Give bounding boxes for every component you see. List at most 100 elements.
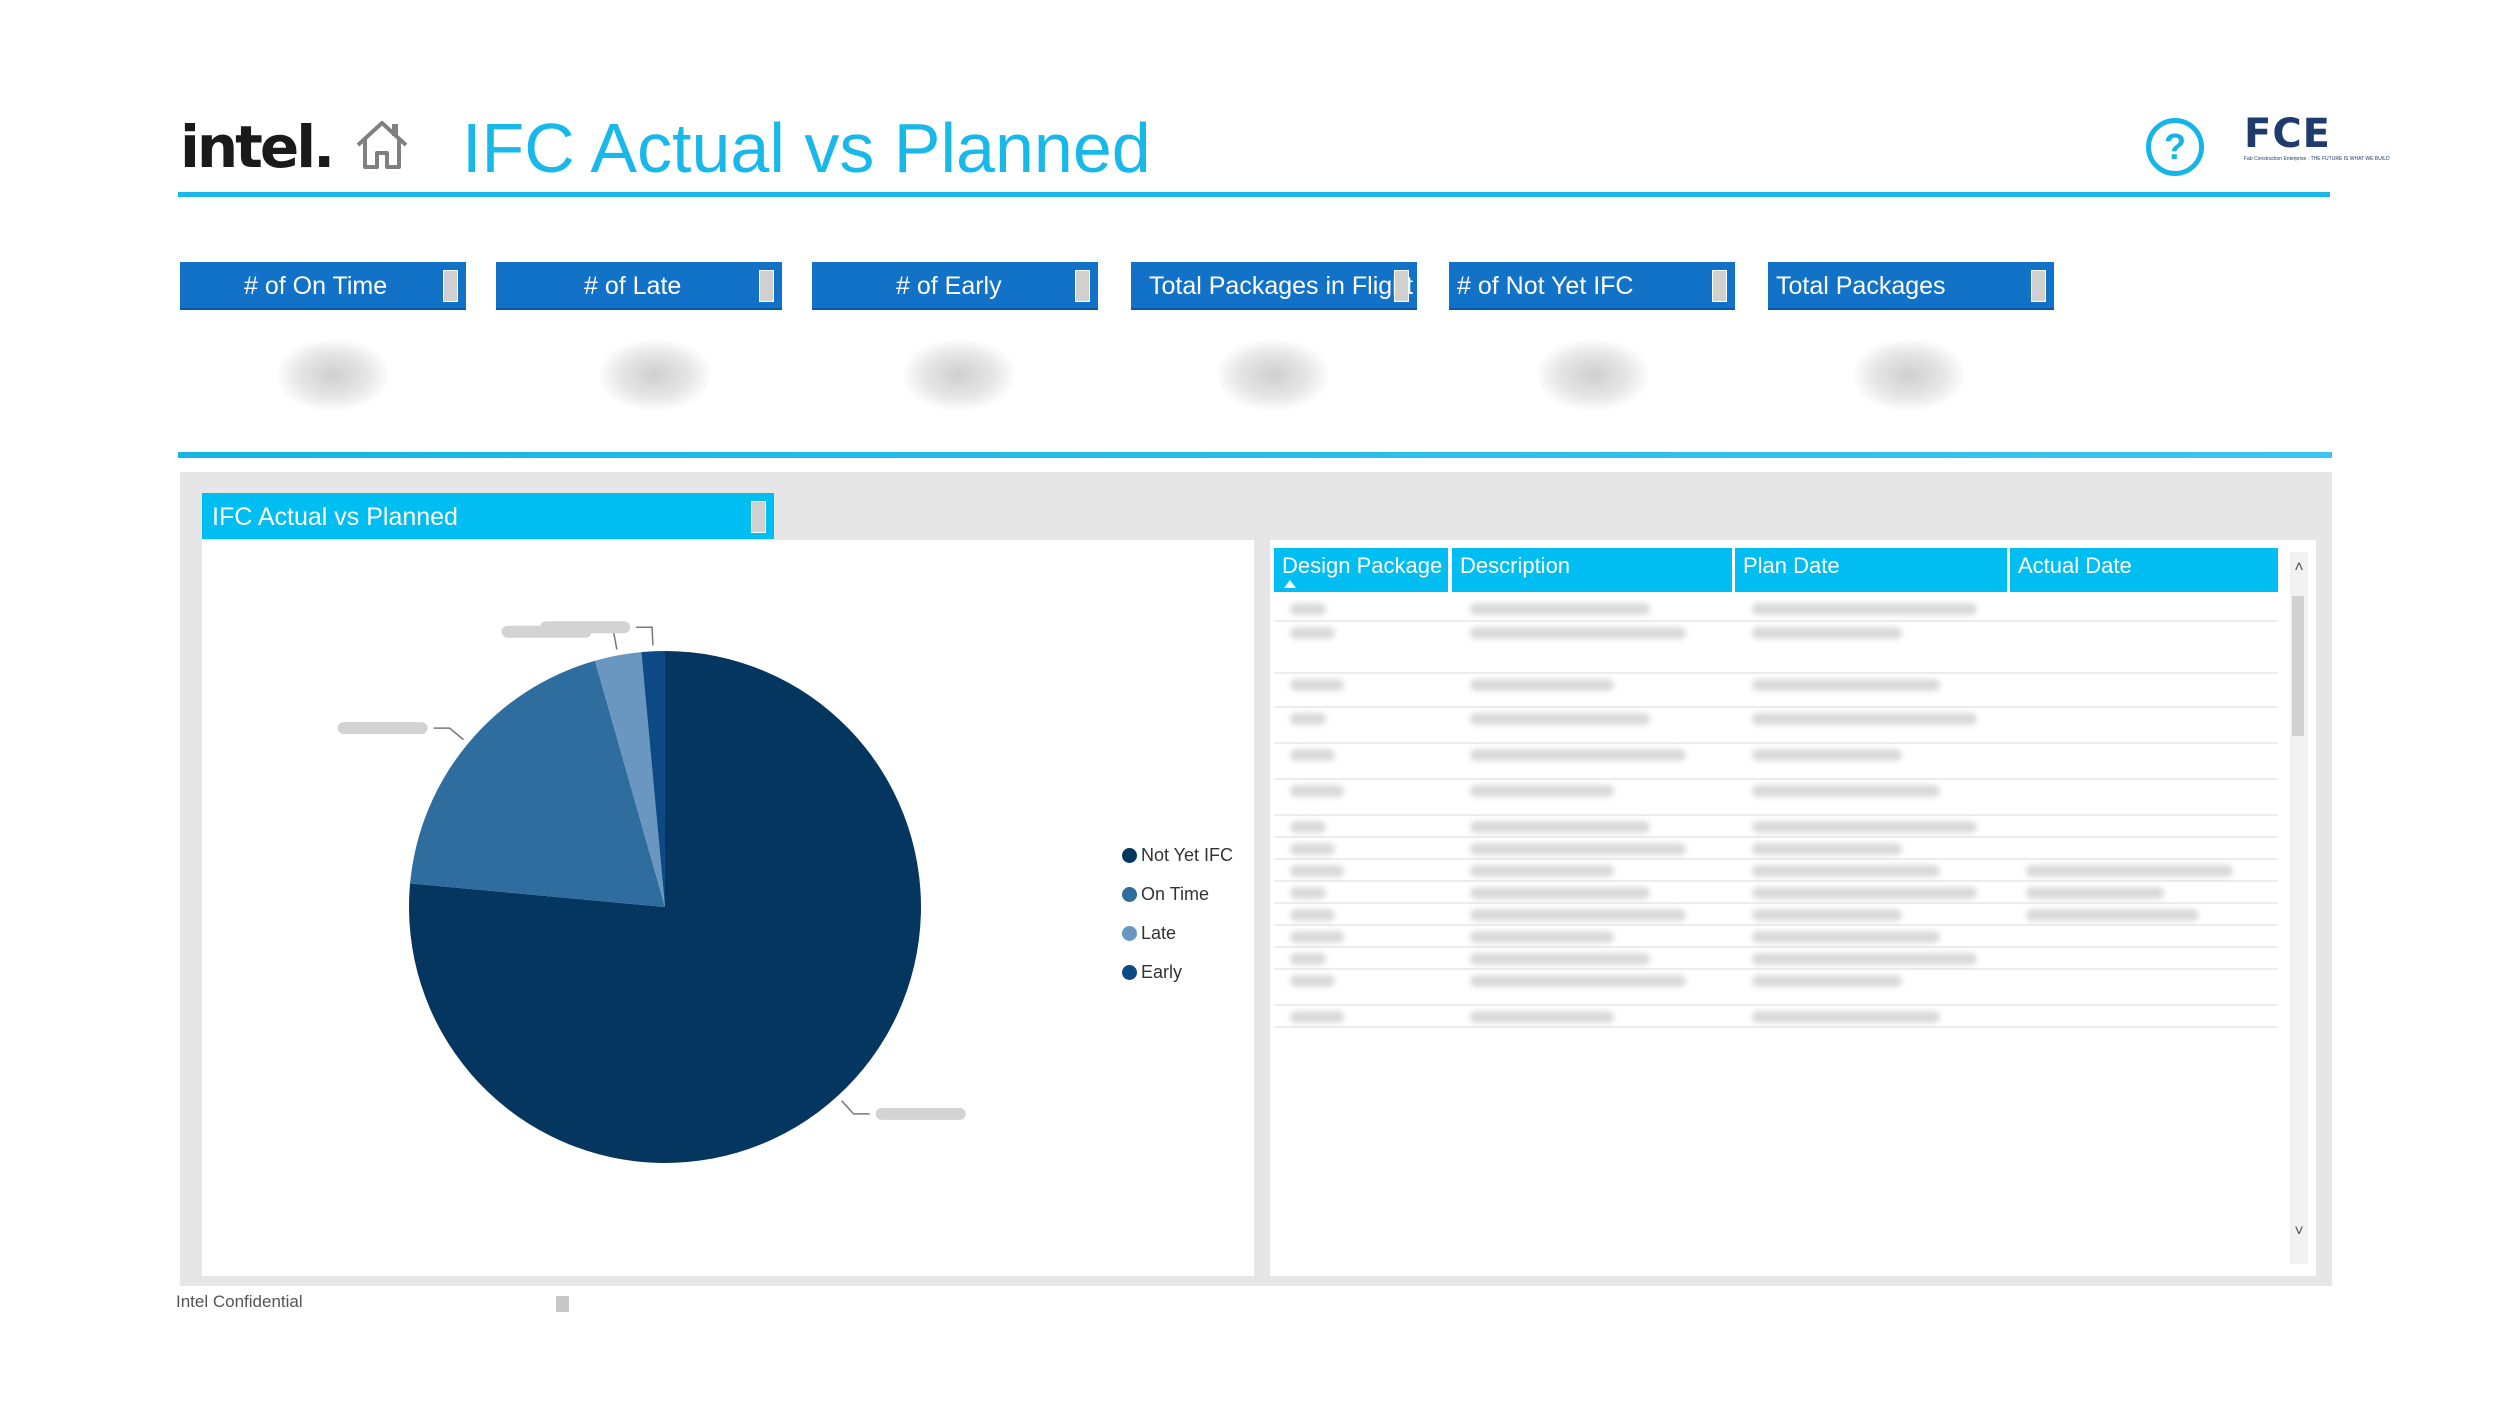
table-cell-redacted [1470, 909, 1686, 921]
kpi-label: # of On Time [244, 272, 388, 300]
table-row[interactable] [1274, 1006, 2278, 1028]
table-cell-redacted [1290, 749, 1335, 761]
kpi-value-redacted [1854, 340, 1964, 410]
pie-chart-title-text: IFC Actual vs Planned [212, 503, 458, 531]
table-cell-redacted [1752, 785, 1940, 797]
table-cell-redacted [1752, 909, 1902, 921]
kpi-not-yet-ifc[interactable]: # of Not Yet IFC [1449, 262, 1735, 310]
intel-logo: intel. [180, 113, 335, 181]
pie-slice-early[interactable] [641, 651, 665, 907]
scrollbar-thumb[interactable] [2292, 596, 2304, 736]
table-cell-redacted [1752, 931, 1940, 943]
kpi-on-time[interactable]: # of On Time [180, 262, 466, 310]
table-cell-redacted [1290, 603, 1326, 615]
table-cell-redacted [1290, 975, 1335, 987]
table-row[interactable] [1274, 860, 2278, 882]
pie-chart[interactable] [202, 540, 1254, 1276]
table-cell-redacted [1752, 713, 1977, 725]
visual-handle[interactable] [759, 270, 774, 302]
kpi-late[interactable]: # of Late [496, 262, 782, 310]
table-cell-redacted [2026, 887, 2164, 899]
table-row[interactable] [1274, 882, 2278, 904]
visual-handle[interactable] [443, 270, 458, 302]
table-row[interactable] [1274, 622, 2278, 674]
table-cell-redacted [1470, 627, 1686, 639]
pie-data-label-redacted [337, 722, 428, 735]
column-header-actual-date[interactable]: Actual Date [2010, 548, 2278, 592]
table-row[interactable] [1274, 780, 2278, 816]
table-cell-redacted [1752, 953, 1977, 965]
table-cell-redacted [1752, 975, 1902, 987]
column-header-plan-date[interactable]: Plan Date [1735, 548, 2007, 592]
legend-dot [1122, 965, 1137, 980]
table-cell-redacted [1290, 953, 1326, 965]
table-row[interactable] [1274, 708, 2278, 744]
legend-item-not-yet-ifc[interactable]: Not Yet IFC [1122, 844, 1233, 866]
visual-handle[interactable] [1075, 270, 1090, 302]
table-row[interactable] [1274, 948, 2278, 970]
table-cell-redacted [1290, 679, 1344, 691]
legend-item-late[interactable]: Late [1122, 922, 1176, 944]
kpi-label: # of Late [584, 272, 682, 300]
kpi-value-redacted [1538, 340, 1648, 410]
kpi-total-in-flight[interactable]: Total Packages in Flight [1131, 262, 1417, 310]
kpi-total-packages[interactable]: Total Packages [1768, 262, 2054, 310]
table-cell-redacted [1290, 931, 1344, 943]
visual-handle[interactable] [2031, 270, 2046, 302]
sort-ascending-icon[interactable] [1284, 580, 1296, 588]
legend-label: On Time [1141, 884, 1210, 904]
visual-handle[interactable] [1394, 270, 1409, 302]
kpi-label: Total Packages [1776, 272, 1946, 300]
table-cell-redacted [1470, 1011, 1614, 1023]
pie-leader-line [840, 1100, 870, 1115]
pie-slice-late[interactable] [594, 652, 665, 907]
table-cell-redacted [1290, 1011, 1344, 1023]
visual-handle[interactable] [1712, 270, 1727, 302]
table-cell-redacted [1290, 821, 1326, 833]
table-row[interactable] [1274, 674, 2278, 708]
table-cell-redacted [1752, 603, 1977, 615]
table-cell-redacted [1290, 713, 1326, 725]
table-cell-redacted [1290, 909, 1335, 921]
package-table [1270, 540, 2316, 1276]
column-header-description[interactable]: Description [1452, 548, 1732, 592]
table-cell-redacted [1470, 785, 1614, 797]
table-cell-redacted [1470, 931, 1614, 943]
fce-logo-text: FCE [2244, 111, 2332, 157]
table-cell-redacted [1290, 865, 1344, 877]
table-cell-redacted [2026, 865, 2233, 877]
table-cell-redacted [1470, 821, 1650, 833]
table-cell-redacted [1470, 603, 1650, 615]
table-row[interactable] [1274, 598, 2278, 622]
home-icon[interactable] [352, 115, 412, 175]
visual-handle[interactable] [751, 501, 766, 533]
legend-label: Early [1141, 962, 1183, 982]
legend-item-on-time[interactable]: On Time [1122, 883, 1209, 905]
pie-slice-not-yet-ifc[interactable] [408, 651, 921, 1163]
scroll-down-icon[interactable]: ˅ [2294, 1223, 2304, 1240]
table-row[interactable] [1274, 838, 2278, 860]
table-cell-redacted [1752, 887, 1977, 899]
page-handle[interactable] [556, 1296, 569, 1312]
kpi-early[interactable]: # of Early [812, 262, 1098, 310]
kpi-value-redacted [278, 340, 388, 410]
table-cell-redacted [1752, 865, 1940, 877]
legend-item-early[interactable]: Early [1122, 961, 1182, 983]
help-icon[interactable]: ? [2146, 118, 2204, 176]
legend-dot [1122, 887, 1137, 902]
scroll-up-icon[interactable]: ˄ [2294, 559, 2304, 576]
table-row[interactable] [1274, 816, 2278, 838]
table-row[interactable] [1274, 904, 2278, 926]
table-row[interactable] [1274, 744, 2278, 780]
table-row[interactable] [1274, 970, 2278, 1006]
table-cell-redacted [1470, 679, 1614, 691]
table-cell-redacted [1752, 1011, 1940, 1023]
column-header-design-package[interactable]: Design Package [1274, 548, 1448, 592]
table-cell-redacted [1290, 627, 1335, 639]
table-row[interactable] [1274, 926, 2278, 948]
pie-slice-on-time[interactable] [410, 660, 665, 907]
table-cell-redacted [1470, 843, 1686, 855]
kpi-value-redacted [1218, 340, 1328, 410]
table-cell-redacted [1290, 887, 1326, 899]
legend-dot [1122, 926, 1137, 941]
